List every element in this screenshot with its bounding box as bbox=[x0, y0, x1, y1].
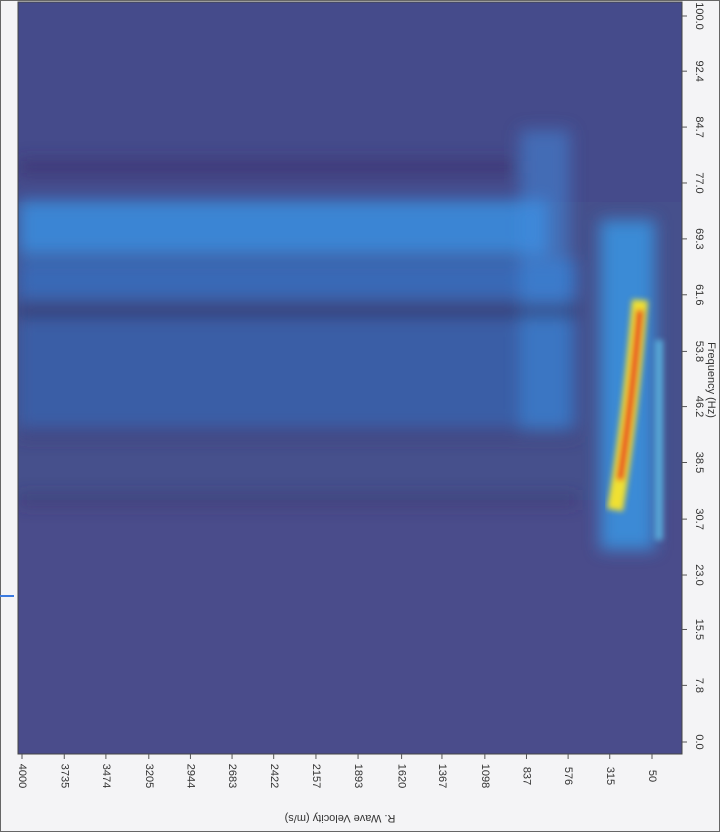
x-tick-label: 3474 bbox=[100, 764, 112, 788]
y-tick-label: 46.2 bbox=[693, 396, 705, 417]
x-tick-label: 50 bbox=[646, 770, 658, 782]
x-tick-label: 2683 bbox=[226, 764, 238, 788]
x-tick-label: 576 bbox=[562, 767, 574, 785]
y-tick-label: 0.0 bbox=[693, 734, 705, 749]
x-tick-label: 2944 bbox=[185, 764, 197, 788]
y-tick-label: 53.8 bbox=[693, 341, 705, 362]
y-tick-label: 84.7 bbox=[693, 116, 705, 137]
x-tick-label: 2157 bbox=[310, 764, 322, 788]
x-tick-label: 1893 bbox=[352, 764, 364, 788]
x-tick-label: 3735 bbox=[58, 764, 70, 788]
x-tick-label: 837 bbox=[521, 767, 533, 785]
y-tick-label: 92.4 bbox=[693, 60, 705, 81]
x-tick-label: 2422 bbox=[268, 764, 280, 788]
heatmap-image bbox=[18, 2, 682, 754]
y-tick-label: 38.5 bbox=[693, 452, 705, 473]
x-axis-title: R. Wave Velocity (m/s) bbox=[285, 812, 396, 824]
x-tick-label: 1620 bbox=[396, 764, 408, 788]
y-tick-label: 100.0 bbox=[693, 2, 705, 30]
y-tick-label: 30.7 bbox=[693, 508, 705, 529]
x-tick-label: 315 bbox=[604, 767, 616, 785]
chart: R. Wave Velocity (m/s) Frequency (Hz) 40… bbox=[0, 0, 720, 832]
y-tick-label: 69.3 bbox=[693, 228, 705, 249]
x-tick-label: 3205 bbox=[143, 764, 155, 788]
y-tick-label: 77.0 bbox=[693, 172, 705, 193]
x-tick-label: 4000 bbox=[16, 764, 28, 788]
y-tick-label: 23.0 bbox=[693, 564, 705, 585]
y-tick-label: 15.5 bbox=[693, 619, 705, 640]
x-tick-label: 1098 bbox=[479, 764, 491, 788]
y-tick-label: 7.8 bbox=[693, 678, 705, 693]
y-tick-label: 61.6 bbox=[693, 284, 705, 305]
x-tick-label: 1367 bbox=[436, 764, 448, 788]
y-axis-title: Frequency (Hz) bbox=[705, 342, 717, 418]
